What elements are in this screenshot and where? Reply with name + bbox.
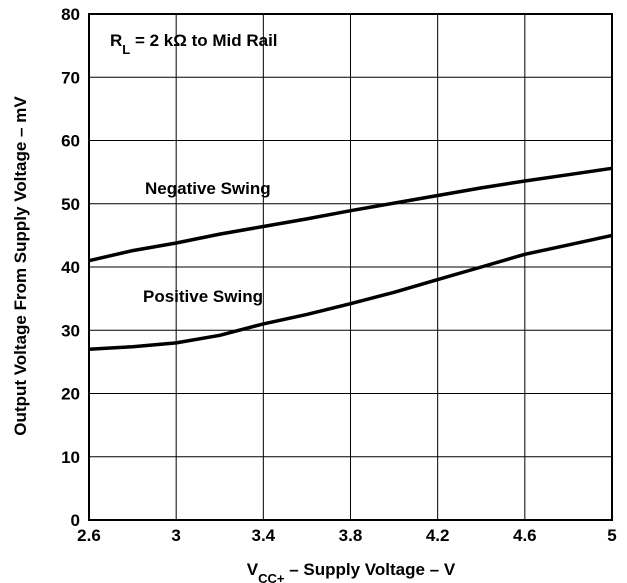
series-label-negative-swing: Negative Swing (145, 179, 271, 198)
y-axis-title: Output Voltage From Supply Voltage – mV (11, 96, 30, 436)
x-tick-label: 3 (171, 526, 180, 545)
load-annotation: RL = 2 kΩ to Mid Rail (110, 31, 278, 57)
y-tick-label: 70 (61, 68, 80, 87)
series-line-positive-swing (88, 233, 613, 351)
x-tick-label: 3.4 (252, 526, 276, 545)
y-tick-label: 80 (61, 5, 80, 24)
series-label-positive-swing: Positive Swing (143, 287, 263, 306)
y-tick-label: 50 (61, 195, 80, 214)
series-line-negative-swing (88, 166, 613, 263)
x-axis-title: VCC+ – Supply Voltage – V (247, 560, 456, 583)
x-tick-label: 4.2 (426, 526, 450, 545)
x-tick-label: 4.6 (513, 526, 537, 545)
x-tick-label: 2.6 (77, 526, 101, 545)
series-layer (88, 166, 613, 351)
x-tick-label: 3.8 (339, 526, 363, 545)
y-tick-label: 0 (71, 511, 80, 530)
grid (88, 13, 613, 521)
y-tick-label: 10 (61, 448, 80, 467)
y-tick-label: 40 (61, 258, 80, 277)
y-tick-label: 30 (61, 321, 80, 340)
plot-area-frame (88, 13, 613, 521)
x-tick-label: 5 (607, 526, 616, 545)
y-tick-label: 20 (61, 385, 80, 404)
y-tick-label: 60 (61, 132, 80, 151)
